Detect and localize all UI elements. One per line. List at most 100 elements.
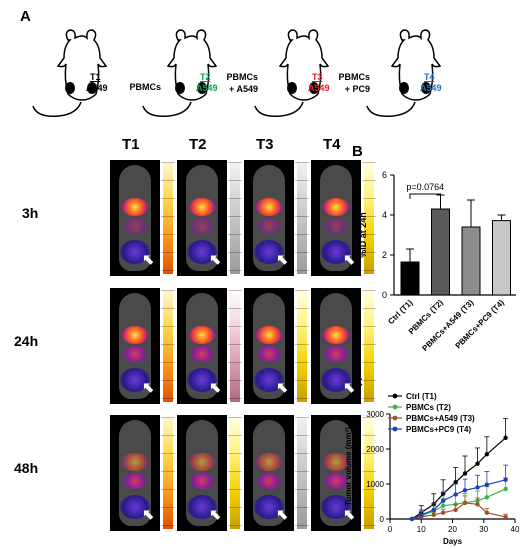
pet-scan-image: ⬉ <box>110 288 160 404</box>
tumor-arrow-icon: ⬉ <box>276 506 288 522</box>
tumor-volume-line-chart: 0 1000 2000 3000 0 10 20 30 40 Days Tumor volume (… <box>344 392 520 546</box>
color-scale-ticks <box>161 290 175 402</box>
mouse-tail <box>366 101 416 118</box>
data-point <box>431 512 436 517</box>
color-scale-ticks <box>362 290 376 402</box>
y-axis-title: %ID at 24h <box>358 212 368 258</box>
tracer-uptake-upper <box>256 453 282 471</box>
tracer-uptake-upper <box>189 326 215 344</box>
x-category-label: Ctrl (T1) <box>386 298 414 326</box>
scan-column-header: T4 <box>323 136 341 153</box>
tumor-left-dot <box>399 82 409 94</box>
legend-label: PBMCs+PC9 (T4) <box>406 425 471 434</box>
tracer-uptake-lower <box>120 495 150 519</box>
tracer-uptake-upper <box>189 198 215 216</box>
tracer-uptake-lower <box>187 240 217 264</box>
mouse-left-flank-label: PBMCs <box>129 82 161 92</box>
x-tick-label: 30 <box>479 525 488 534</box>
tumor-arrow-icon: ⬉ <box>276 379 288 395</box>
mouse-right-flank-label: A549 <box>196 83 218 93</box>
tracer-uptake-lower <box>254 368 284 392</box>
x-tick-label: 0 <box>388 525 393 534</box>
data-point <box>419 512 424 517</box>
color-scale-bar <box>297 290 307 402</box>
p-value-annotation: p=0.0764 <box>406 182 444 192</box>
tracer-uptake-middle <box>190 346 214 362</box>
pet-scan-image: ⬉ <box>311 288 361 404</box>
color-scale-bar <box>230 162 240 274</box>
color-scale-bar <box>364 417 374 529</box>
y-tick-label: 0 <box>382 290 387 300</box>
pet-scan-image: ⬉ <box>311 160 361 276</box>
tumor-arrow-icon: ⬉ <box>209 506 221 522</box>
legend-marker <box>392 415 398 421</box>
color-scale-ticks <box>228 290 242 402</box>
scan-column-header: T2 <box>189 136 207 153</box>
color-scale-bar <box>230 290 240 402</box>
mouse-left-flank-label: PBMCs <box>226 72 258 82</box>
mouse-group-id: T3 <box>312 72 323 82</box>
data-point <box>453 480 458 485</box>
panel-a-letter: A <box>20 8 31 25</box>
mouse-group-id: T2 <box>200 72 211 82</box>
color-scale-bar <box>297 417 307 529</box>
legend-marker <box>392 393 398 399</box>
color-scale-bar <box>297 162 307 274</box>
tracer-uptake-middle <box>123 346 147 362</box>
tracer-uptake-upper <box>189 453 215 471</box>
bar <box>492 220 511 296</box>
tracer-uptake-middle <box>123 218 147 234</box>
series-line <box>411 479 506 520</box>
tracer-uptake-lower <box>187 495 217 519</box>
panel-c-letter: C <box>352 374 363 391</box>
tumor-left-dot <box>287 82 297 94</box>
data-point <box>475 461 480 466</box>
data-point <box>462 500 468 506</box>
pet-scan-image: ⬉ <box>311 415 361 531</box>
legend-marker <box>392 426 398 432</box>
y-tick-label: 2000 <box>366 445 384 454</box>
tumor-right-dot <box>421 82 431 94</box>
mouse-left-flank-label: PBMCs <box>338 72 370 82</box>
tumor-right-dot <box>87 82 97 94</box>
data-point <box>484 452 490 457</box>
color-scale-ticks <box>295 290 309 402</box>
pet-scan-image: ⬉ <box>244 288 294 404</box>
tumor-arrow-icon: ⬉ <box>142 506 154 522</box>
data-point <box>475 485 480 490</box>
tracer-uptake-middle <box>324 218 348 234</box>
tracer-uptake-upper <box>256 326 282 344</box>
color-scale-ticks <box>295 417 309 529</box>
data-point <box>484 510 490 515</box>
tracer-uptake-lower <box>120 240 150 264</box>
tracer-uptake-middle <box>257 473 281 489</box>
tracer-uptake-upper <box>323 453 349 471</box>
data-point <box>453 507 458 513</box>
tumor-arrow-icon: ⬉ <box>343 379 355 395</box>
pet-scan-image: ⬉ <box>110 415 160 531</box>
x-tick-label: 10 <box>417 525 426 534</box>
data-point <box>503 477 508 482</box>
color-scale-ticks <box>228 162 242 274</box>
mouse-left-flank-label: + PC9 <box>344 84 370 94</box>
color-scale-bar <box>230 417 240 529</box>
tumor-arrow-icon: ⬉ <box>209 379 221 395</box>
tracer-uptake-middle <box>324 346 348 362</box>
x-category-label: PBMCs+A549 (T3) <box>420 298 475 353</box>
tracer-uptake-lower <box>254 240 284 264</box>
tumor-arrow-icon: ⬉ <box>343 251 355 267</box>
tracer-uptake-middle <box>324 473 348 489</box>
color-scale-bar <box>364 290 374 402</box>
tracer-uptake-lower <box>321 368 351 392</box>
legend-label: PBMCs+A549 (T3) <box>406 414 475 423</box>
data-point <box>503 486 508 492</box>
x-tick-label: 40 <box>511 525 520 534</box>
scan-row-header: 3h <box>22 205 39 221</box>
pet-scan-image: ⬉ <box>110 160 160 276</box>
data-point <box>462 471 468 476</box>
mouse-icon <box>32 29 108 118</box>
legend-marker <box>392 404 398 410</box>
tumor-arrow-icon: ⬉ <box>276 251 288 267</box>
data-point <box>440 498 446 503</box>
tumor-arrow-icon: ⬉ <box>343 506 355 522</box>
